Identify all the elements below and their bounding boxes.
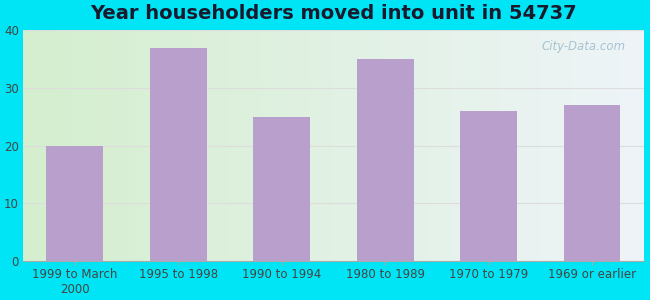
Bar <box>564 105 621 261</box>
Bar <box>460 111 517 261</box>
Bar <box>254 117 310 261</box>
Bar <box>150 48 207 261</box>
Title: Year householders moved into unit in 54737: Year householders moved into unit in 547… <box>90 4 577 23</box>
Bar <box>47 146 103 261</box>
Bar <box>357 59 413 261</box>
Text: City-Data.com: City-Data.com <box>541 40 625 52</box>
